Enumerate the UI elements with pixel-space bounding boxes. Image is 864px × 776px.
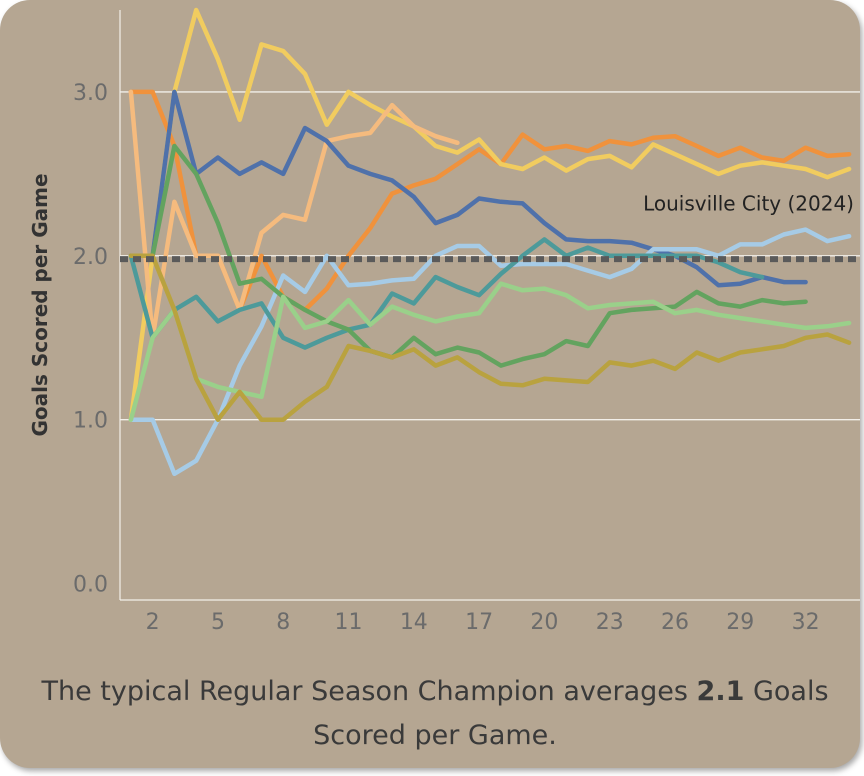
series-line-light-green xyxy=(128,281,852,422)
x-tick-label: 14 xyxy=(400,610,428,635)
caption-text-after: Goals Scored per Game. xyxy=(313,676,829,751)
series-line-dark-blue xyxy=(128,89,808,288)
caption-value: 2.1 xyxy=(696,676,745,707)
series-line-light-blue xyxy=(128,227,852,477)
series-line-light-orange xyxy=(128,89,460,341)
series-lines xyxy=(128,7,852,477)
caption: The typical Regular Season Champion aver… xyxy=(20,670,850,758)
x-tick-label: 11 xyxy=(335,610,363,635)
x-tick-label: 17 xyxy=(465,610,493,635)
y-tick-label: 1.0 xyxy=(73,409,108,434)
x-tick-label: 23 xyxy=(596,610,624,635)
x-tick-label: 20 xyxy=(530,610,558,635)
y-tick-label: 3.0 xyxy=(73,81,108,106)
x-tick-labels: 2 5 8 11 14 17 20 23 26 29 32 xyxy=(146,610,820,635)
series-line-teal xyxy=(128,237,765,350)
x-tick-label: 5 xyxy=(211,610,225,635)
x-tick-label: 8 xyxy=(276,610,290,635)
y-tick-label: 2.0 xyxy=(73,245,108,270)
y-axis-label: Goals Scored per Game xyxy=(28,173,52,436)
x-tick-label: 2 xyxy=(146,610,160,635)
annotation-label: Louisville City (2024) xyxy=(643,191,854,215)
x-tick-label: 29 xyxy=(726,610,754,635)
series-line-green xyxy=(128,143,808,368)
x-tick-label: 26 xyxy=(661,610,689,635)
series-line-yellow xyxy=(128,7,852,422)
y-tick-labels: 0.0 1.0 2.0 3.0 xyxy=(73,81,108,598)
caption-text-before: The typical Regular Season Champion aver… xyxy=(41,676,697,707)
y-tick-label: 0.0 xyxy=(73,573,108,598)
series-line-olive xyxy=(128,253,852,422)
x-tick-label: 32 xyxy=(792,610,820,635)
